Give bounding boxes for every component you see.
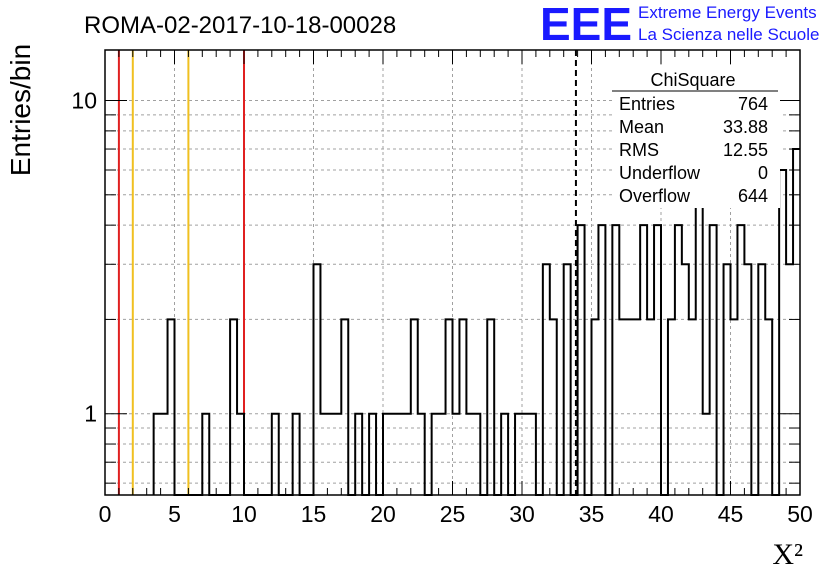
stats-value: 12.55 [723,140,768,160]
x-tick-label: 15 [301,501,327,527]
run-title: ROMA-02-2017-10-18-00028 [84,12,396,39]
x-tick-label: 40 [648,501,674,527]
stats-box-background [612,66,780,208]
logo-line-1: Extreme Energy Events [638,3,817,22]
x-tick-label: 45 [718,501,744,527]
stats-box-title: ChiSquare [650,70,735,90]
x-tick-label: 50 [787,501,813,527]
x-tick-label: 20 [370,501,396,527]
stats-rows: Entries 764 Mean 33.88 RMS 12.55 Underflow 0 Ove… [619,94,768,206]
x-axis-title: X² [772,538,803,571]
stats-value: 764 [738,94,768,114]
x-tick-label: 10 [231,501,257,527]
stats-value: 644 [738,186,768,206]
stats-box: ChiSquare Entries 764 Mean 33.88 RMS 12.55 Und… [612,66,780,208]
x-tick-labels: 0 5 10 15 20 25 30 35 40 45 50 [99,501,813,527]
x-tick-label: 5 [168,501,181,527]
axes [104,49,801,496]
reference-lines [117,50,577,495]
logo-line-2: La Scienza nelle Scuole [638,25,819,44]
y-tick-label: 1 [84,401,97,427]
stats-label: RMS [619,140,659,160]
stats-label: Mean [619,117,664,137]
stats-label: Underflow [619,163,701,183]
stats-label: Overflow [619,186,691,206]
stats-value: 33.88 [723,117,768,137]
eee-logo: EEE [540,0,632,50]
y-tick-label: 10 [71,88,97,114]
y-axis-title: Entries/bin [5,44,36,176]
x-tick-label: 30 [509,501,535,527]
x-tick-label: 25 [440,501,466,527]
y-tick-labels: 1 10 [71,88,97,427]
stats-value: 0 [758,163,768,183]
stats-label: Entries [619,94,675,114]
x-tick-label: 0 [99,501,112,527]
x-tick-label: 35 [579,501,605,527]
